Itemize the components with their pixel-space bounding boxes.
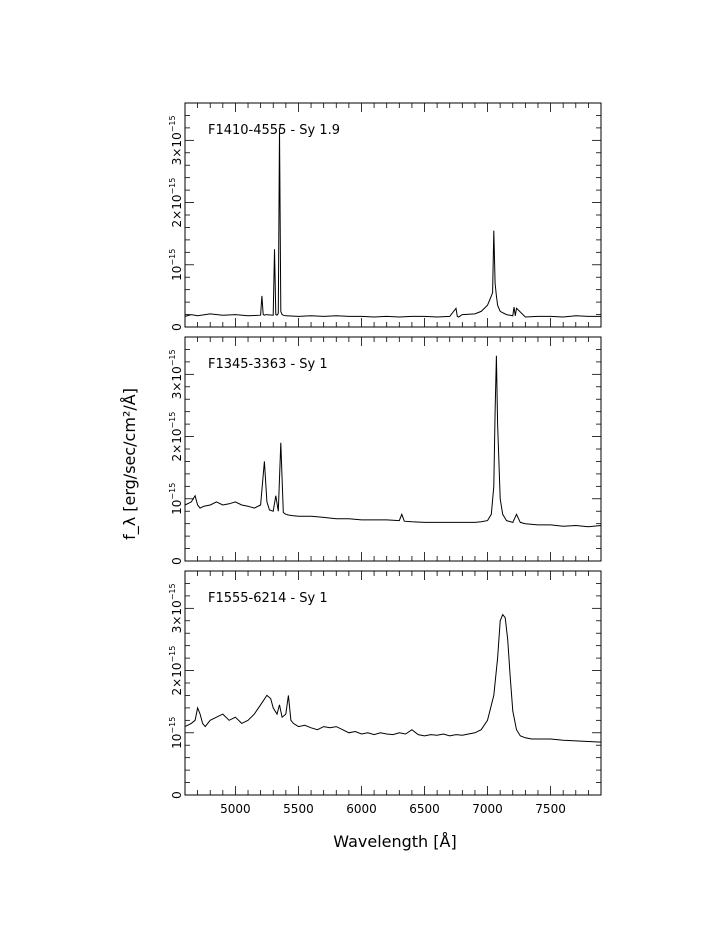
- x-tick-label: 7500: [535, 802, 566, 816]
- y-tick-exponent: −15: [168, 412, 177, 429]
- y-tick-label: 0: [170, 323, 184, 331]
- x-tick-label: 7000: [472, 802, 503, 816]
- spectrum-line: [184, 613, 602, 743]
- spectrum-line: [184, 355, 602, 528]
- x-tick-label: 5500: [283, 802, 314, 816]
- x-axis-label: Wavelength [Å]: [333, 832, 456, 851]
- panel-3: 0 10−15 2×10−15 3×10−15 F1555-6214 - Sy 1 500…: [168, 570, 602, 816]
- y-tick-exponent: −15: [168, 646, 177, 663]
- y-tick-label: 10−15: [168, 717, 184, 749]
- y-tick-label: 10−15: [168, 249, 184, 281]
- y-tick-label: 3×10−15: [168, 349, 184, 399]
- y-tick-exponent: −15: [168, 115, 177, 132]
- x-tick-label: 6500: [409, 802, 440, 816]
- y-tick-exponent: −15: [168, 583, 177, 600]
- y-tick-exponent: −15: [168, 349, 177, 366]
- panel-2: 0 10−15 2×10−15 3×10−15 F1345-3363 - Sy 1: [168, 336, 602, 565]
- spectrum-line: [184, 127, 601, 318]
- y-axis-label: f_λ [erg/sec/cm²/Å]: [120, 388, 140, 540]
- y-tick-label: 2×10−15: [168, 178, 184, 228]
- y-tick-label: 0: [170, 791, 184, 799]
- y-tick-label: 2×10−15: [168, 412, 184, 462]
- y-tick-exponent: −15: [168, 717, 177, 734]
- panel-title: F1345-3363 - Sy 1: [208, 357, 328, 372]
- y-tick-exponent: −15: [168, 483, 177, 500]
- y-tick-label: 0: [170, 557, 184, 565]
- panel-title: F1555-6214 - Sy 1: [208, 591, 328, 606]
- y-tick-label: 10−15: [168, 483, 184, 515]
- y-tick-exponent: −15: [168, 178, 177, 195]
- y-tick-label: 3×10−15: [168, 115, 184, 165]
- y-tick-label: 2×10−15: [168, 646, 184, 696]
- y-tick-exponent: −15: [168, 249, 177, 266]
- y-tick-label: 3×10−15: [168, 583, 184, 633]
- panel-title: F1410-4555 - Sy 1.9: [208, 123, 340, 138]
- x-tick-label: 6000: [346, 802, 377, 816]
- panel-1: 0 10−15 2×10−15 3×10−15 F1410-4555 - Sy 1.9: [168, 102, 602, 331]
- x-tick-label: 5000: [220, 802, 251, 816]
